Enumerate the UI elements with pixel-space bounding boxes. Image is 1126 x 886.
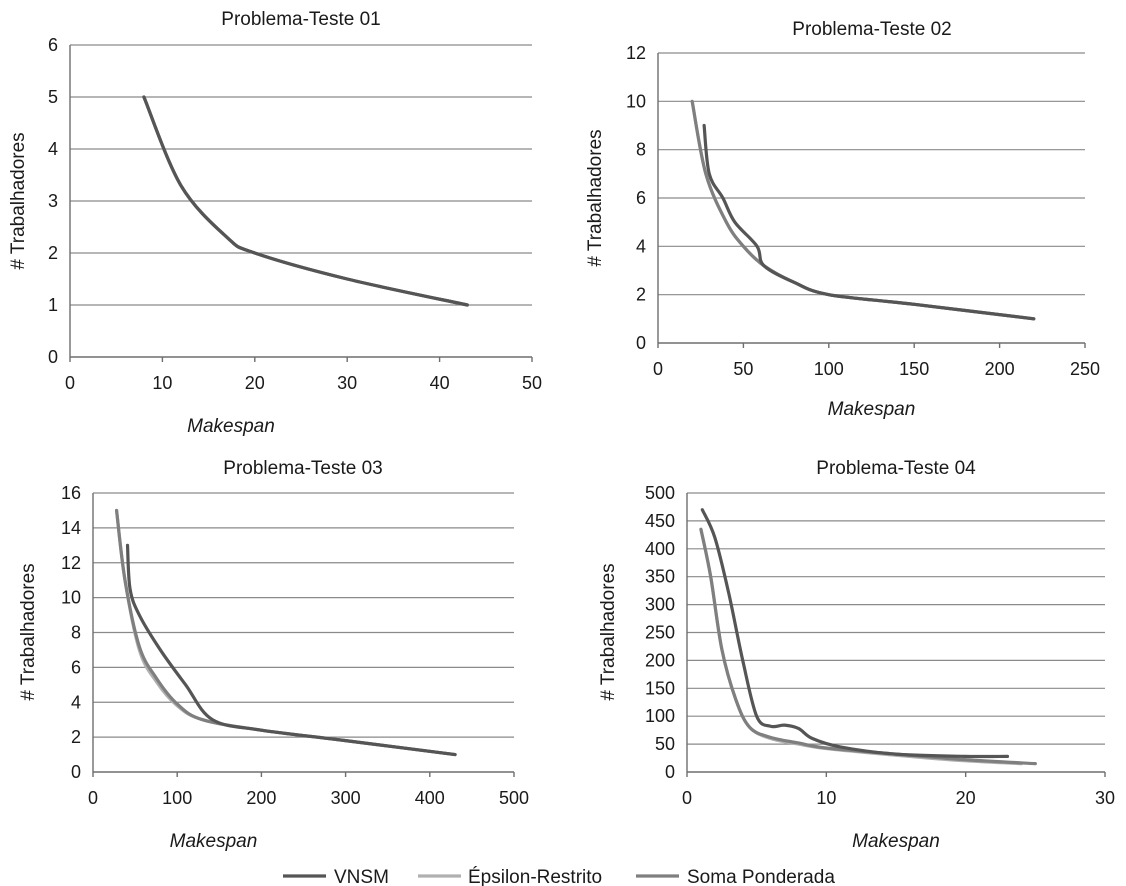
x-tick-label: 50 [733,359,753,379]
y-tick-label: 4 [71,692,81,712]
x-tick-label: 100 [162,788,192,808]
x-tick-label: 250 [1070,359,1100,379]
legend-label-epsilon-restrito: Épsilon-Restrito [468,867,602,886]
x-tick-label: 500 [499,788,529,808]
series-line-vnsm [700,508,1010,759]
chart-pt01: 0 1 2 3 4 5 6 0 10 20 30 40 50 Problema-Teste 01 Makes… [8,9,542,437]
y-tick-label: 3 [48,191,58,211]
chart-title: Problema-Teste 01 [221,9,380,30]
x-tick-label: 20 [245,373,265,393]
series-line-vnsm [702,123,1036,321]
y-tick-label: 4 [636,236,646,256]
chart-pt03: 0 2 4 6 8 10 12 14 16 0 100 200 300 400 500 Problema-Te… [18,458,529,852]
x-tick-label: 0 [88,788,98,808]
x-tick-label: 0 [65,373,75,393]
x-axis-label: Makespan [187,416,275,437]
x-tick-label: 400 [415,788,445,808]
y-tick-label: 10 [61,588,81,608]
chart-pt02: 0 2 4 6 8 10 12 0 50 100 150 200 250 Problema-Teste 0… [585,19,1100,420]
x-tick-label: 10 [816,788,836,808]
legend-label-vnsm: VNSM [334,867,389,886]
y-tick-label: 12 [626,43,646,63]
series-line-vnsm [125,543,457,757]
y-tick-label: 400 [645,539,675,559]
chart-pt04: 0 50 100 150 200 250 300 350 400 450 500 0 10 20 30 Pro… [598,458,1115,852]
x-axis-label: Makespan [170,831,258,852]
y-tick-label: 10 [626,91,646,111]
y-tick-label: 2 [636,285,646,305]
y-tick-label: 6 [71,657,81,677]
y-tick-label: 50 [655,734,675,754]
y-tick-label: 4 [48,139,58,159]
x-tick-label: 0 [653,359,663,379]
series-line-epsilon-restrito [690,99,1036,321]
chart-title: Problema-Teste 03 [223,458,382,479]
x-tick-label: 150 [899,359,929,379]
y-tick-label: 14 [61,518,81,538]
y-tick-label: 12 [61,553,81,573]
x-tick-label: 10 [152,373,172,393]
y-tick-label: 6 [48,35,58,55]
series-line-soma-ponderada [699,527,1037,766]
y-tick-label: 0 [48,347,58,367]
x-tick-label: 0 [682,788,692,808]
y-axis-label: # Trabalhadores [585,129,606,266]
y-tick-label: 500 [645,483,675,503]
y-tick-label: 2 [71,727,81,747]
x-tick-label: 200 [985,359,1015,379]
y-tick-label: 6 [636,188,646,208]
y-tick-label: 0 [636,333,646,353]
y-tick-label: 200 [645,650,675,670]
y-tick-label: 8 [71,623,81,643]
y-tick-label: 300 [645,595,675,615]
legend-label-soma-ponderada: Soma Ponderada [687,867,835,886]
x-axis-label: Makespan [828,399,916,420]
chart-title: Problema-Teste 02 [792,19,951,40]
x-tick-label: 300 [331,788,361,808]
x-tick-label: 30 [1095,788,1115,808]
y-axis-label: # Trabalhadores [18,563,39,700]
y-tick-label: 250 [645,623,675,643]
x-tick-label: 20 [956,788,976,808]
x-tick-label: 50 [522,373,542,393]
x-axis-label: Makespan [852,831,940,852]
x-tick-label: 200 [246,788,276,808]
y-tick-label: 350 [645,567,675,587]
legend: VNSM Épsilon-Restrito Soma Ponderada [283,867,835,886]
y-tick-label: 100 [645,706,675,726]
y-tick-label: 0 [665,762,675,782]
y-tick-label: 450 [645,511,675,531]
x-tick-label: 100 [814,359,844,379]
y-tick-label: 0 [71,762,81,782]
y-tick-label: 16 [61,483,81,503]
series-line-soma-ponderada [690,99,1036,321]
y-tick-label: 150 [645,678,675,698]
y-tick-label: 1 [48,295,58,315]
chart-title: Problema-Teste 04 [816,458,976,479]
x-tick-label: 40 [430,373,450,393]
y-tick-label: 5 [48,87,58,107]
x-tick-label: 30 [337,373,357,393]
y-axis-label: # Trabalhadores [8,132,29,269]
y-axis-label: # Trabalhadores [598,563,619,700]
series-line-vnsm [142,95,469,307]
y-tick-label: 2 [48,243,58,263]
y-tick-label: 8 [636,140,646,160]
